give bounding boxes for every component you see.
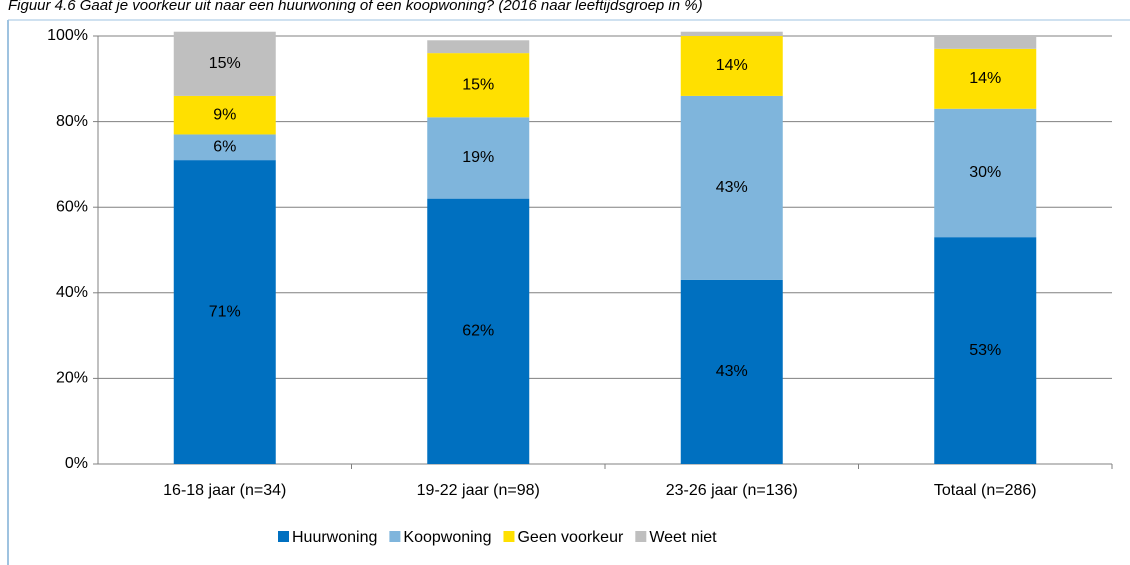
bar-segment (934, 36, 1037, 49)
legend-swatch (389, 531, 401, 542)
bar-segment (427, 198, 530, 464)
legend-swatch (503, 531, 515, 542)
legend-swatch (278, 531, 289, 542)
bar-segment (934, 48, 1037, 109)
bar-segment (680, 279, 783, 464)
bar-segment (934, 108, 1037, 238)
y-tick-label: 80% (56, 113, 88, 130)
data-label: 6% (213, 138, 236, 155)
data-label: 53% (969, 342, 1001, 359)
y-tick-label: 0% (65, 455, 88, 472)
bar-segment (427, 40, 530, 54)
bar-segment (173, 95, 276, 135)
legend-label: Huurwoning (292, 529, 377, 546)
bar-segment (680, 95, 783, 280)
bar-segment (173, 31, 276, 96)
x-tick-label: Totaal (n=286) (934, 482, 1037, 499)
data-label: 43% (716, 179, 748, 196)
bar-segment (427, 53, 530, 118)
data-label: 14% (969, 70, 1001, 87)
x-tick-label: 19-22 jaar (n=98) (417, 482, 540, 499)
y-tick-label: 100% (47, 27, 88, 44)
x-tick-label: 16-18 jaar (n=34) (163, 482, 286, 499)
y-tick-label: 60% (56, 198, 88, 215)
x-tick-label: 23-26 jaar (n=136) (666, 482, 798, 499)
data-label: 43% (716, 363, 748, 380)
data-label: 30% (969, 164, 1001, 181)
legend-label: Geen voorkeur (517, 529, 624, 546)
data-label: 15% (209, 55, 241, 72)
y-tick-label: 40% (56, 284, 88, 301)
bar-segment (680, 36, 783, 96)
data-label: 19% (462, 149, 494, 166)
data-label: 62% (462, 323, 494, 340)
legend-swatch (635, 531, 647, 542)
bar-segment (680, 31, 783, 36)
bar-segment (427, 117, 530, 199)
legend-label: Koopwoning (403, 529, 491, 546)
data-label: 14% (716, 57, 748, 74)
bar-segment (173, 160, 276, 464)
y-tick-label: 20% (56, 370, 88, 387)
data-label: 9% (213, 106, 236, 123)
legend-label: Weet niet (649, 529, 717, 546)
data-label: 71% (209, 303, 241, 320)
data-label: 15% (462, 76, 494, 93)
bar-segment (173, 134, 276, 161)
bar-segment (934, 237, 1037, 464)
chart-title: Figuur 4.6 Gaat je voorkeur uit naar een… (8, 0, 703, 14)
